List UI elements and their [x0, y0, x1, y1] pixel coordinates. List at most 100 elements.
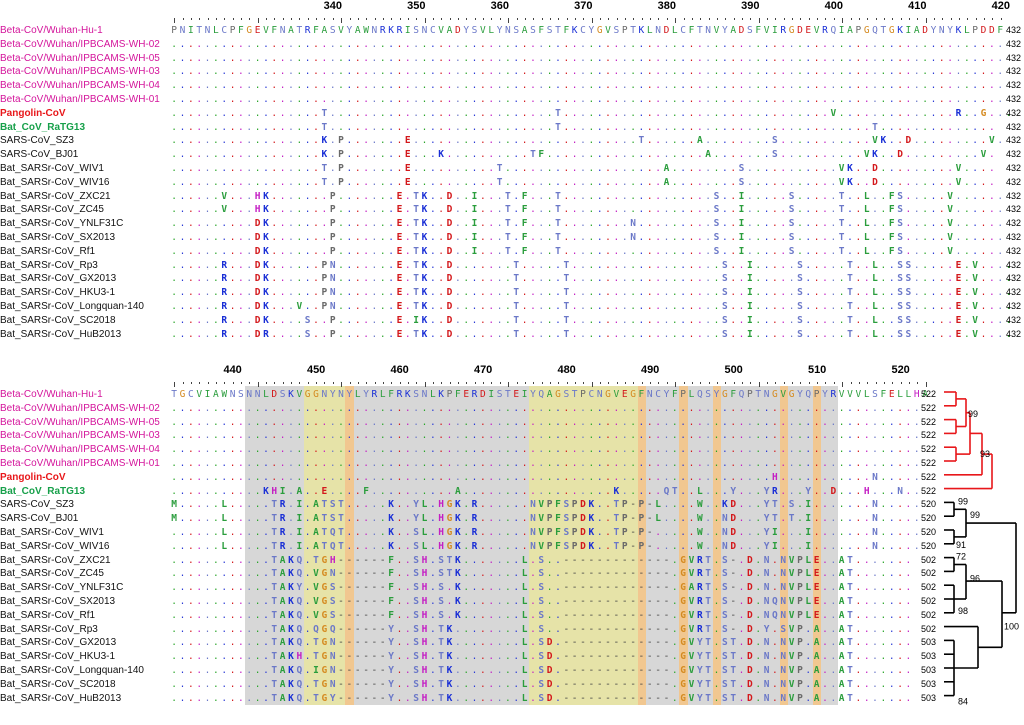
sequence-name: Bat_SARSr-CoV_WIV1: [0, 527, 104, 538]
ruler-tick: [207, 382, 209, 384]
ruler-tick: [950, 18, 952, 20]
ruler-tick: [666, 382, 668, 384]
ruler-tick: [232, 382, 234, 384]
ruler-tick: [316, 18, 318, 20]
ruler-tick: [758, 18, 760, 23]
ruler-tick: [240, 382, 242, 384]
sequence-name: Bat_CoV_RaTG13: [0, 485, 86, 497]
ruler-tick: [650, 18, 652, 20]
ruler-tick: [307, 18, 309, 20]
sequence-name: Bat_SARSr-CoV_SC2018: [0, 678, 116, 690]
ruler-tick: [499, 18, 501, 20]
ruler-tick: [783, 18, 785, 20]
ruler-tick: [658, 18, 660, 20]
sequence-row: ..................T.P.......E..........T…: [171, 163, 995, 174]
ruler-tick: [357, 382, 359, 384]
ruler-tick: [182, 18, 184, 20]
ruler-tick: [992, 18, 994, 20]
sequence-row: ........................................…: [171, 94, 1004, 105]
ruler-tick: [282, 18, 284, 20]
ruler-tick: [850, 382, 852, 384]
sequence-length: 432: [1006, 107, 1022, 118]
ruler-tick: [466, 18, 468, 20]
sequence-name: Bat_SARSr-CoV_Rp3: [0, 259, 98, 271]
ruler-tick: [299, 382, 301, 384]
ruler-tick: [825, 382, 827, 384]
sequence-name: Bat_SARSr-CoV_ZC45: [0, 204, 104, 216]
sequence-length: 522: [921, 389, 937, 399]
ruler-tick: [508, 382, 510, 387]
ruler-tick: [416, 18, 418, 20]
sequence-length: 432: [1006, 163, 1022, 173]
ruler-tick: [516, 18, 518, 20]
ruler-tick: [199, 18, 201, 20]
ruler-tick: [758, 382, 760, 387]
sequence-length: 432: [1006, 314, 1022, 325]
ruler-tick: [808, 382, 810, 384]
ruler-tick: [984, 18, 986, 20]
ruler-tick: [249, 382, 251, 384]
ruler-label: 410: [908, 0, 927, 12]
ruler-tick: [541, 18, 543, 20]
ruler-tick: [625, 382, 627, 384]
ruler-tick: [508, 18, 510, 23]
sequence-length: 522: [921, 402, 937, 413]
ruler-tick: [833, 382, 835, 384]
ruler-tick: [516, 382, 518, 384]
ruler-tick: [883, 382, 885, 384]
ruler-tick: [549, 382, 551, 384]
sequence-row: ........................................…: [171, 38, 1004, 50]
ruler-tick: [842, 382, 844, 387]
ruler-tick: [800, 18, 802, 20]
sequence-length: 432: [1006, 94, 1022, 104]
ruler-tick: [499, 382, 501, 384]
sequence-length: 432: [1006, 204, 1022, 215]
ruler-label: 380: [657, 0, 676, 12]
ruler-tick: [716, 18, 718, 20]
ruler-tick: [775, 382, 777, 384]
sequence-name: Bat_SARSr-CoV_WIV16: [0, 540, 110, 552]
ruler-tick: [207, 18, 209, 20]
ruler-tick: [959, 18, 961, 20]
ruler-tick: [616, 18, 618, 20]
ruler-tick: [483, 382, 485, 384]
ruler-label: 500: [724, 364, 743, 376]
ruler-tick: [232, 18, 234, 20]
ruler-tick: [858, 382, 860, 384]
ruler-tick: [716, 382, 718, 384]
sequence-name: Pangolin-CoV: [0, 471, 66, 483]
ruler-tick: [633, 382, 635, 384]
ruler-tick: [324, 382, 326, 384]
ruler-tick: [608, 18, 610, 20]
ruler-tick: [917, 382, 919, 384]
sequence-length: 502: [921, 623, 937, 634]
ruler-tick: [1000, 18, 1002, 20]
sequence-name: Pangolin-CoV: [0, 107, 66, 119]
ruler-tick: [441, 382, 443, 384]
ruler-tick: [750, 18, 752, 20]
ruler-tick: [750, 382, 752, 384]
ruler-tick: [792, 382, 794, 384]
ruler-tick: [675, 18, 677, 23]
ruler-tick: [691, 18, 693, 20]
sequence-name: Bat_SARSr-CoV_YNLF31C: [0, 582, 124, 594]
contact-orange-column: [345, 386, 354, 706]
ruler-tick: [374, 18, 376, 20]
bootstrap-value: 84: [958, 697, 968, 707]
ruler-tick: [683, 18, 685, 20]
sequence-name: Beta-CoV/Wuhan/IPBCAMS-WH-05: [0, 416, 160, 428]
ruler-tick: [925, 382, 927, 387]
ruler-tick: [541, 382, 543, 384]
ruler-tick: [817, 382, 819, 384]
ruler-tick: [733, 382, 735, 384]
ruler-tick: [291, 18, 293, 20]
ruler-tick: [441, 18, 443, 20]
contact-orange-column: [712, 386, 722, 706]
ruler-tick: [741, 18, 743, 20]
ruler-tick: [817, 18, 819, 20]
